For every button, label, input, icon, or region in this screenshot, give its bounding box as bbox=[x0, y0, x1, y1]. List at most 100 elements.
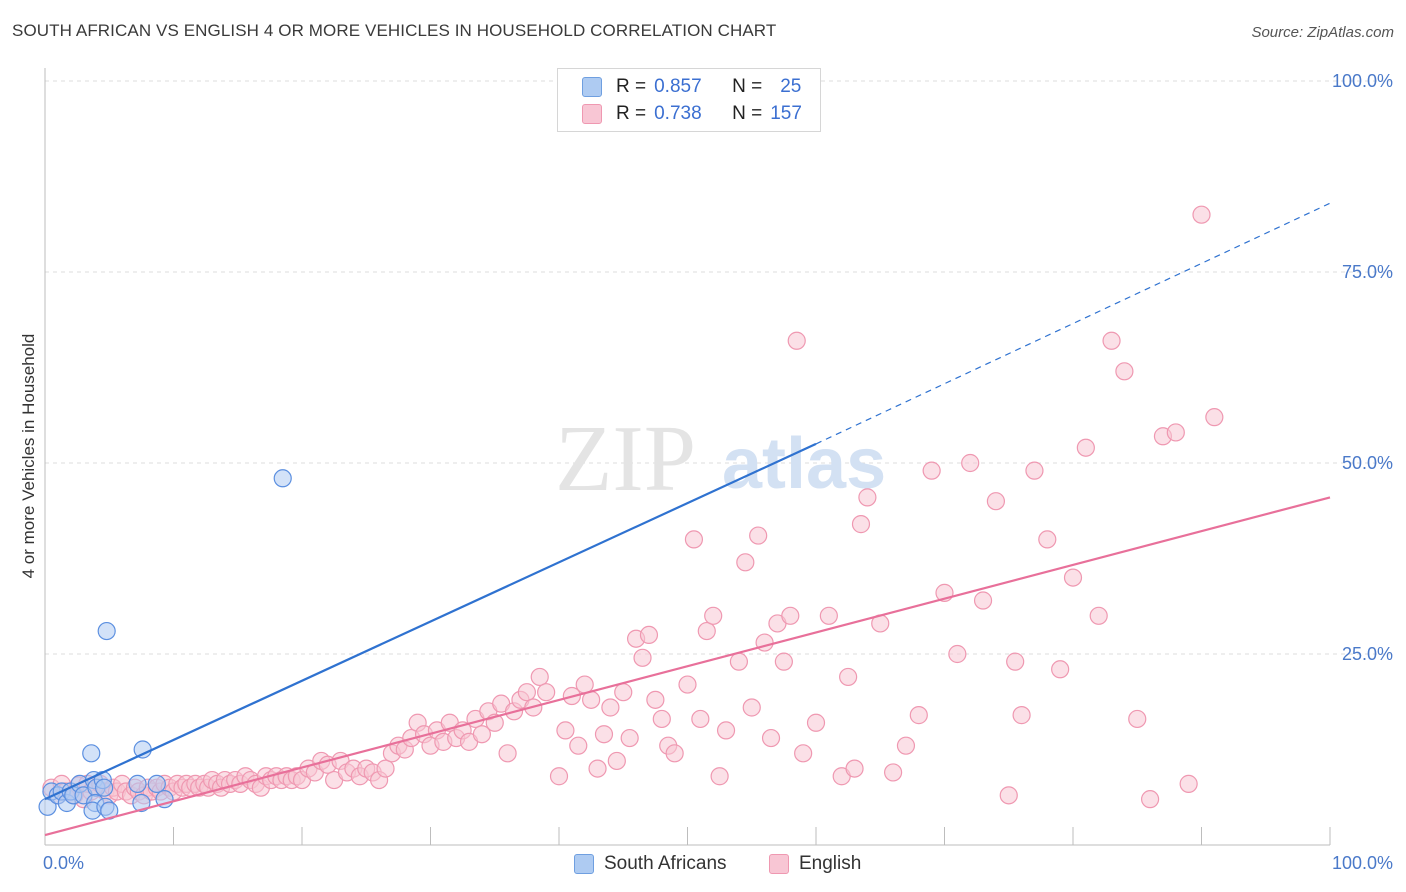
english-point bbox=[1128, 709, 1147, 729]
bottom-legend-swatch-pink bbox=[769, 854, 789, 874]
english-point bbox=[1025, 461, 1044, 480]
english-point bbox=[961, 453, 980, 473]
legend-swatch-blue bbox=[582, 77, 602, 97]
y-tick-label: 75.0% bbox=[1342, 262, 1393, 282]
legend-r-label: R = bbox=[616, 76, 647, 97]
y-tick-label: 50.0% bbox=[1342, 453, 1393, 473]
english-point bbox=[556, 721, 575, 740]
english-point bbox=[633, 648, 652, 667]
english-point bbox=[594, 725, 614, 744]
south-africans-point bbox=[97, 621, 116, 641]
english-point bbox=[729, 652, 749, 671]
english-point bbox=[639, 625, 659, 645]
watermark-zip: ZIP bbox=[555, 407, 696, 511]
x-tick-label: 0.0% bbox=[43, 853, 84, 873]
english-point bbox=[749, 526, 768, 545]
south-africans-point bbox=[273, 469, 292, 488]
tick-labels: 25.0% 50.0% 75.0% 100.0% 0.0% 100.0% bbox=[43, 71, 1393, 873]
english-point bbox=[704, 606, 723, 625]
english-point bbox=[665, 744, 684, 763]
south-africans-point bbox=[82, 744, 101, 763]
english-point bbox=[691, 709, 710, 729]
english-point bbox=[787, 331, 806, 350]
english-point bbox=[620, 728, 639, 748]
data-points bbox=[38, 205, 1224, 820]
english-point bbox=[1006, 652, 1025, 671]
english-point bbox=[569, 736, 588, 755]
bottom-legend-english[interactable]: English bbox=[769, 852, 861, 876]
english-point bbox=[839, 667, 858, 687]
south-africans-point bbox=[132, 793, 151, 813]
bottom-legend-south-africans[interactable]: South Africans bbox=[574, 852, 727, 876]
english-point bbox=[1192, 205, 1211, 224]
south-africans-point bbox=[133, 740, 152, 759]
english-point bbox=[376, 759, 395, 778]
english-point bbox=[999, 786, 1018, 805]
legend-n-value: 25 bbox=[780, 76, 802, 97]
trend-lines bbox=[44, 202, 1331, 837]
english-point bbox=[537, 683, 556, 702]
watermark: ZIP atlas bbox=[555, 407, 886, 511]
english-point bbox=[1089, 606, 1108, 625]
legend-n-value: 157 bbox=[770, 103, 802, 124]
english-point bbox=[845, 759, 864, 778]
south-africans-trend-extension bbox=[815, 202, 1331, 445]
bottom-legend-label: South Africans bbox=[604, 853, 727, 874]
english-point bbox=[716, 721, 736, 740]
english-point bbox=[922, 461, 941, 480]
english-point bbox=[684, 530, 704, 549]
english-point bbox=[1076, 438, 1095, 457]
south-africans-point bbox=[147, 774, 166, 793]
source-label: Source: ZipAtlas.com bbox=[1251, 24, 1394, 41]
english-point bbox=[614, 683, 633, 702]
english-point bbox=[549, 767, 569, 786]
english-point bbox=[646, 690, 665, 709]
english-point bbox=[781, 606, 800, 625]
english-point bbox=[601, 698, 620, 717]
legend-n-label: N = bbox=[732, 76, 763, 97]
english-point bbox=[1012, 706, 1031, 725]
legend: R = 0.857 N = 25 R = 0.738 N = 157 bbox=[557, 68, 821, 132]
english-point bbox=[1115, 362, 1134, 381]
axes bbox=[44, 68, 1331, 846]
legend-r-value: 0.857 bbox=[654, 76, 702, 97]
english-point bbox=[851, 515, 871, 534]
english-point bbox=[883, 763, 903, 782]
english-point bbox=[652, 709, 671, 729]
english-point bbox=[736, 553, 755, 572]
watermark-atlas: atlas bbox=[722, 424, 886, 504]
english-point bbox=[678, 675, 697, 694]
english-point bbox=[986, 492, 1006, 511]
x-tick-label: 100.0% bbox=[1332, 853, 1393, 873]
english-point bbox=[498, 744, 517, 763]
english-point bbox=[1205, 408, 1224, 427]
gridlines bbox=[45, 80, 1392, 655]
english-point bbox=[1179, 774, 1198, 793]
english-point bbox=[794, 744, 813, 763]
legend-row-english: R = 0.738 N = 157 bbox=[582, 102, 802, 126]
english-point bbox=[1063, 568, 1083, 587]
english-point bbox=[1051, 660, 1070, 679]
y-tick-label: 25.0% bbox=[1342, 644, 1393, 664]
english-point bbox=[948, 644, 967, 664]
english-point bbox=[761, 728, 781, 748]
english-point bbox=[530, 667, 549, 687]
english-point bbox=[806, 713, 826, 732]
y-tick-label: 100.0% bbox=[1332, 71, 1393, 91]
english-point bbox=[588, 759, 607, 778]
english-point bbox=[858, 488, 877, 507]
south-africans-trend-line bbox=[44, 442, 817, 801]
english-point bbox=[1102, 331, 1121, 350]
english-point bbox=[1038, 530, 1057, 549]
english-point bbox=[575, 675, 594, 694]
english-point bbox=[710, 767, 729, 786]
legend-row-south-africans: R = 0.857 N = 25 bbox=[582, 75, 801, 99]
chart-title: SOUTH AFRICAN VS ENGLISH 4 OR MORE VEHIC… bbox=[12, 21, 777, 40]
south-africans-point bbox=[95, 778, 114, 797]
english-point bbox=[973, 591, 993, 610]
english-point bbox=[1166, 423, 1185, 442]
english-point bbox=[819, 606, 838, 625]
english-point bbox=[697, 621, 716, 641]
bottom-legend-swatch-blue bbox=[574, 854, 594, 874]
